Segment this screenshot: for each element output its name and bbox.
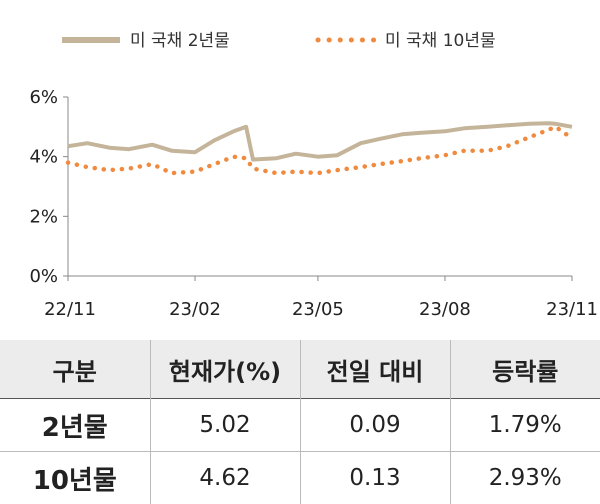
cell-pct: 2.93% xyxy=(449,451,600,504)
y-tick-label: 4% xyxy=(29,147,58,168)
cell-current: 4.62 xyxy=(149,451,300,504)
yield-chart: 미 국채 2년물 미 국채 10년물 0% 2% 4% 6% 22/11 23/02 23/… xyxy=(29,31,598,320)
table-row: 10년물 4.62 0.13 2.93% xyxy=(0,451,600,504)
row-label: 2년물 xyxy=(0,398,150,452)
row-label: 10년물 xyxy=(0,451,150,504)
header-category: 구분 xyxy=(0,340,150,399)
header-current: 현재가(%) xyxy=(149,340,300,399)
cell-current: 5.02 xyxy=(149,398,300,452)
axes: 0% 2% 4% 6% 22/11 23/02 23/05 23/08 23/11 xyxy=(29,87,598,320)
legend-label-10y: 미 국채 10년물 xyxy=(385,31,496,51)
y-tick-label: 6% xyxy=(29,87,58,108)
table-header-row: 구분 현재가(%) 전일 대비 등락률 xyxy=(0,340,600,399)
x-tick-label: 23/05 xyxy=(292,299,344,320)
series-line-2y xyxy=(67,121,573,162)
x-tick-label: 23/11 xyxy=(546,299,598,320)
x-tick-label: 23/02 xyxy=(169,299,221,320)
series-line-10y xyxy=(65,124,575,176)
x-tick-label: 23/08 xyxy=(419,299,471,320)
x-tick-label: 22/11 xyxy=(44,299,96,320)
cell-pct: 1.79% xyxy=(449,398,600,452)
y-tick-label: 2% xyxy=(29,206,58,227)
legend: 미 국채 2년물 미 국채 10년물 xyxy=(62,31,496,51)
cell-change: 0.13 xyxy=(299,451,450,504)
cell-change: 0.09 xyxy=(299,398,450,452)
table-row: 2년물 5.02 0.09 1.79% xyxy=(0,398,600,452)
series-group xyxy=(65,121,575,176)
y-tick-label: 0% xyxy=(29,266,58,287)
legend-label-2y: 미 국채 2년물 xyxy=(130,31,230,51)
yield-table: 구분 현재가(%) 전일 대비 등락률 2년물 5.02 0.09 1.79% … xyxy=(0,340,600,504)
header-pct: 등락률 xyxy=(449,340,600,399)
header-change: 전일 대비 xyxy=(299,340,450,399)
